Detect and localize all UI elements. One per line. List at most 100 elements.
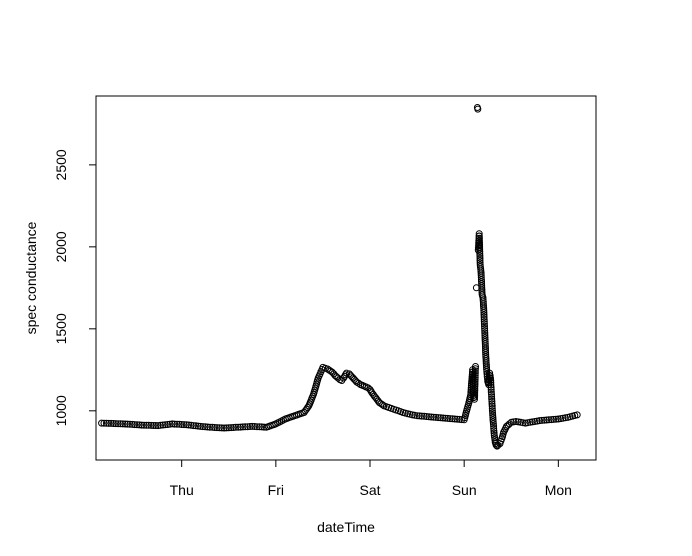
data-point: [481, 329, 489, 337]
data-point: [490, 422, 498, 430]
data-point: [244, 423, 252, 431]
data-point: [343, 369, 350, 377]
data-point: [471, 374, 479, 381]
data-point: [154, 422, 162, 430]
data-point: [225, 424, 233, 432]
data-point: [550, 415, 558, 423]
y-tick-label: 1000: [53, 395, 69, 426]
data-point: [112, 420, 120, 428]
data-point: [411, 411, 419, 419]
data-point: [126, 420, 134, 428]
data-point: [559, 414, 567, 422]
data-point: [128, 420, 136, 428]
y-tick-label: 2500: [53, 149, 69, 180]
data-point: [140, 421, 148, 429]
data-point: [538, 416, 546, 424]
data-point: [213, 424, 221, 432]
data-point: [573, 411, 581, 419]
data-point: [166, 420, 174, 428]
data-point: [98, 419, 106, 427]
data-point: [487, 376, 495, 384]
data-point: [536, 417, 543, 425]
data-point: [488, 405, 496, 412]
data-point: [489, 413, 497, 421]
data-point: [451, 415, 459, 423]
data-point: [251, 423, 259, 430]
data-point: [448, 415, 456, 423]
data-point: [480, 318, 488, 326]
data-point: [476, 243, 484, 251]
x-tick-label: Sun: [452, 482, 477, 498]
data-point: [471, 378, 479, 386]
data-point: [227, 424, 235, 432]
data-point: [471, 387, 479, 395]
data-point: [133, 421, 141, 429]
data-point: [480, 313, 488, 321]
data-point: [476, 245, 484, 253]
data-point: [192, 422, 200, 430]
data-point: [514, 418, 522, 426]
data-point: [480, 304, 488, 312]
data-point: [149, 422, 157, 429]
data-point: [486, 369, 494, 377]
y-axis-title: spec conductance: [23, 221, 39, 334]
data-point: [241, 423, 249, 431]
data-point: [215, 424, 223, 432]
x-tick-label: Thu: [170, 482, 194, 498]
data-point: [180, 421, 188, 429]
data-point: [480, 306, 488, 314]
data-point: [159, 421, 167, 429]
data-point: [471, 391, 479, 399]
data-point: [175, 420, 183, 428]
data-point: [481, 325, 489, 332]
data-point: [487, 386, 495, 394]
data-point: [152, 422, 160, 429]
data-point: [561, 414, 569, 422]
data-point: [220, 424, 228, 432]
data-point: [441, 414, 449, 422]
data-point: [105, 419, 113, 427]
data-point: [488, 395, 496, 403]
data-point: [545, 416, 553, 424]
data-point: [471, 395, 478, 403]
data-point: [109, 420, 117, 427]
data-point: [190, 422, 197, 430]
data-point: [131, 421, 139, 429]
data-points: [98, 104, 581, 450]
y-axis: 1000 1500 2000 2500: [53, 149, 96, 426]
data-point: [453, 415, 461, 423]
data-point: [490, 427, 498, 435]
data-point: [138, 421, 146, 429]
data-point: [342, 371, 349, 379]
data-point: [171, 420, 179, 428]
data-point: [100, 419, 108, 427]
data-point: [173, 420, 181, 428]
data-point: [471, 382, 479, 390]
data-point: [107, 419, 115, 427]
x-tick-label: Fri: [268, 482, 284, 498]
data-point: [471, 393, 479, 401]
data-point: [255, 423, 263, 431]
data-point: [117, 420, 124, 428]
data-point: [258, 423, 266, 431]
data-point: [488, 397, 496, 405]
data-point: [488, 402, 496, 410]
data-point: [161, 421, 169, 429]
data-point: [420, 412, 428, 420]
data-point: [476, 254, 484, 262]
data-point: [480, 320, 488, 328]
data-point: [471, 367, 479, 375]
y-tick-label: 1500: [53, 313, 69, 344]
x-tick-label: Sat: [360, 482, 381, 498]
data-point: [481, 322, 488, 330]
data-point: [480, 308, 488, 316]
data-point: [114, 420, 122, 428]
data-point: [471, 369, 479, 377]
data-point: [444, 414, 452, 422]
data-point: [446, 415, 454, 423]
data-point: [178, 421, 186, 428]
data-point: [519, 419, 527, 427]
data-point: [490, 425, 498, 432]
data-point: [480, 311, 488, 319]
data-point: [232, 423, 240, 431]
